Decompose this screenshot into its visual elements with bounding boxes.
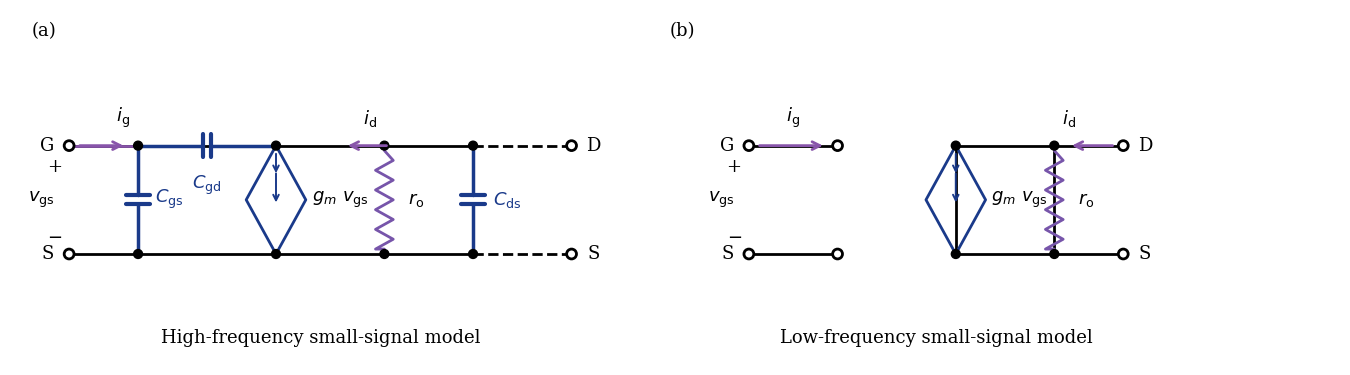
Text: (b): (b) <box>670 22 695 40</box>
Text: $r_\mathrm{o}$: $r_\mathrm{o}$ <box>1077 191 1094 209</box>
Circle shape <box>744 141 753 150</box>
Circle shape <box>567 249 576 259</box>
Text: $v_\mathrm{gs}$: $v_\mathrm{gs}$ <box>707 190 734 210</box>
Text: $-$: $-$ <box>47 227 62 245</box>
Circle shape <box>567 141 576 150</box>
Text: +: + <box>726 158 741 176</box>
Circle shape <box>833 141 842 150</box>
Text: $-$: $-$ <box>726 227 741 245</box>
Text: $i_\mathrm{d}$: $i_\mathrm{d}$ <box>1062 108 1076 129</box>
Text: High-frequency small-signal model: High-frequency small-signal model <box>161 329 481 347</box>
Text: $r_\mathrm{o}$: $r_\mathrm{o}$ <box>408 191 424 209</box>
Text: G: G <box>40 136 54 154</box>
Circle shape <box>65 141 74 150</box>
Circle shape <box>134 250 143 258</box>
Circle shape <box>379 141 389 150</box>
Text: $C_\mathrm{gs}$: $C_\mathrm{gs}$ <box>155 188 184 211</box>
Text: $i_\mathrm{g}$: $i_\mathrm{g}$ <box>786 106 801 130</box>
Circle shape <box>65 249 74 259</box>
Text: (a): (a) <box>31 22 57 40</box>
Circle shape <box>271 141 281 150</box>
Circle shape <box>1050 141 1058 150</box>
Text: G: G <box>720 136 734 154</box>
Circle shape <box>271 250 281 258</box>
Circle shape <box>134 141 143 150</box>
Text: $C_\mathrm{ds}$: $C_\mathrm{ds}$ <box>493 190 522 210</box>
Text: S: S <box>1139 245 1152 263</box>
Circle shape <box>468 250 478 258</box>
Text: S: S <box>587 245 599 263</box>
Circle shape <box>952 250 960 258</box>
Circle shape <box>379 250 389 258</box>
Circle shape <box>952 141 960 150</box>
Circle shape <box>1050 250 1058 258</box>
Text: D: D <box>1138 136 1152 154</box>
Circle shape <box>1118 249 1129 259</box>
Circle shape <box>1118 141 1129 150</box>
Circle shape <box>744 249 753 259</box>
Text: D: D <box>586 136 601 154</box>
Text: $g_m\ v_\mathrm{gs}$: $g_m\ v_\mathrm{gs}$ <box>991 190 1048 210</box>
Text: Low-frequency small-signal model: Low-frequency small-signal model <box>780 329 1092 347</box>
Text: S: S <box>721 245 733 263</box>
Circle shape <box>468 141 478 150</box>
Text: $C_\mathrm{gd}$: $C_\mathrm{gd}$ <box>192 173 221 196</box>
Text: $v_\mathrm{gs}$: $v_\mathrm{gs}$ <box>28 190 55 210</box>
Text: S: S <box>42 245 54 263</box>
Text: +: + <box>47 158 62 176</box>
Text: $i_\mathrm{g}$: $i_\mathrm{g}$ <box>116 106 130 130</box>
Circle shape <box>833 249 842 259</box>
Text: $g_m\ v_\mathrm{gs}$: $g_m\ v_\mathrm{gs}$ <box>312 190 369 210</box>
Text: $i_\mathrm{d}$: $i_\mathrm{d}$ <box>363 108 377 129</box>
